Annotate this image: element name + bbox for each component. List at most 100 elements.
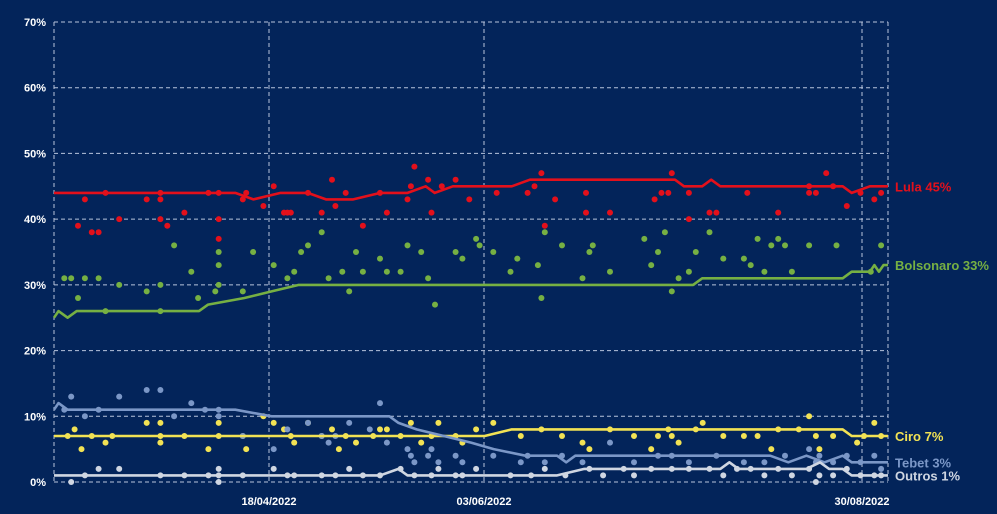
data-point: [383, 426, 390, 433]
data-point: [305, 242, 311, 249]
data-point: [559, 242, 565, 249]
data-point: [720, 255, 727, 262]
trend-line: [52, 401, 888, 464]
data-point: [250, 249, 257, 255]
data-point: [713, 209, 720, 216]
data-point: [768, 242, 775, 249]
data-point: [61, 275, 68, 282]
data-point: [661, 229, 668, 236]
data-point: [195, 295, 202, 301]
data-point: [116, 216, 123, 223]
data-point: [425, 452, 432, 459]
data-point: [418, 249, 425, 255]
data-point: [668, 433, 675, 439]
data-point: [157, 387, 164, 393]
data-point: [607, 209, 613, 216]
data-point: [641, 235, 648, 242]
data-point: [524, 189, 531, 196]
data-point: [95, 229, 102, 236]
data-point: [812, 479, 819, 485]
data-point: [71, 426, 78, 433]
data-point: [342, 189, 349, 196]
data-point: [541, 459, 548, 466]
data-point: [243, 446, 250, 453]
data-point: [476, 242, 483, 249]
data-point: [359, 222, 366, 229]
data-point: [761, 268, 768, 275]
data-point: [806, 413, 813, 420]
data-point: [215, 235, 222, 242]
end-label-lula: Lula 45%: [895, 179, 952, 194]
data-point: [404, 196, 411, 203]
data-point: [452, 452, 459, 459]
trend-line: [52, 263, 888, 319]
data-point: [78, 446, 85, 453]
data-point: [95, 465, 102, 472]
data-point: [754, 235, 761, 242]
data-point: [425, 275, 432, 282]
data-point: [215, 465, 222, 472]
grid-lines: [53, 21, 889, 483]
data-point: [243, 189, 250, 196]
data-point: [239, 288, 246, 295]
y-tick-label: 20%: [24, 346, 46, 358]
data-point: [75, 222, 81, 229]
data-point: [188, 400, 195, 407]
data-point: [270, 183, 277, 190]
series-ciro: [64, 413, 885, 453]
data-point: [88, 229, 95, 236]
y-tick-label: 40%: [24, 214, 46, 226]
data-point: [215, 413, 222, 420]
data-point: [332, 203, 339, 209]
data-point: [843, 203, 850, 209]
data-point: [157, 196, 164, 203]
data-point: [116, 465, 123, 472]
end-label-tebet: Tebet 3%: [895, 455, 952, 470]
data-point: [212, 288, 219, 295]
data-point: [397, 268, 404, 275]
data-point: [631, 472, 637, 479]
data-point: [685, 189, 692, 196]
y-tick-label: 10%: [24, 411, 46, 423]
y-tick-label: 60%: [24, 83, 46, 95]
data-point: [583, 209, 589, 216]
data-point: [284, 275, 291, 282]
data-point: [878, 242, 885, 249]
data-point: [270, 419, 277, 426]
data-point: [75, 295, 81, 301]
data-point: [878, 465, 885, 472]
data-point: [692, 249, 699, 255]
plot-area: [52, 163, 888, 485]
data-point: [473, 465, 480, 472]
data-point: [428, 209, 435, 216]
data-point: [318, 209, 325, 216]
data-point: [583, 189, 589, 196]
data-point: [407, 452, 414, 459]
data-point: [490, 249, 497, 255]
data-point: [761, 459, 768, 466]
trend-ciro: [54, 428, 888, 438]
y-tick-label: 50%: [24, 148, 46, 160]
data-point: [607, 268, 613, 275]
data-point: [291, 439, 298, 446]
data-point: [116, 281, 123, 288]
data-point: [782, 242, 788, 249]
data-point: [418, 439, 425, 446]
data-point: [68, 275, 75, 282]
data-point: [658, 189, 665, 196]
data-point: [747, 262, 754, 269]
y-tick-label: 70%: [24, 17, 46, 29]
data-point: [346, 419, 353, 426]
data-point: [775, 209, 782, 216]
data-point: [205, 446, 212, 453]
data-point: [668, 170, 675, 177]
data-point: [600, 472, 607, 479]
data-point: [359, 268, 366, 275]
data-point: [383, 439, 390, 446]
data-point: [871, 196, 878, 203]
data-point: [377, 255, 383, 262]
data-point: [668, 288, 675, 295]
data-point: [782, 452, 788, 459]
data-point: [346, 288, 353, 295]
data-point: [685, 268, 692, 275]
